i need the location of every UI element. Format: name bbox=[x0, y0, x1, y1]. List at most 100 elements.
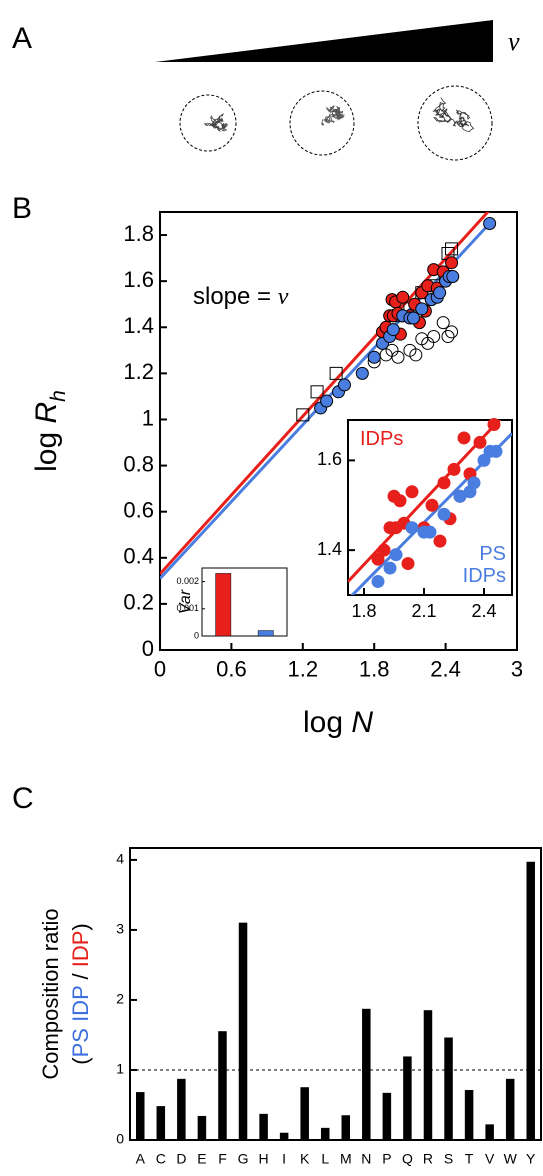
x-axis-label: log N bbox=[303, 706, 373, 739]
x-tick-label: 0 bbox=[154, 657, 166, 682]
y-tick-label: 2 bbox=[116, 991, 124, 1007]
x-tick-label: G bbox=[238, 1151, 249, 1167]
point bbox=[483, 217, 497, 231]
x-tick-label: M bbox=[340, 1151, 352, 1167]
bar bbox=[215, 573, 232, 637]
point bbox=[377, 543, 391, 557]
x-tick-label: E bbox=[197, 1151, 206, 1167]
bar bbox=[259, 1113, 268, 1141]
label-part: R bbox=[30, 402, 63, 424]
point bbox=[477, 453, 491, 467]
point bbox=[389, 548, 403, 562]
bar bbox=[156, 1106, 166, 1141]
y-tick-label: 0 bbox=[116, 1131, 124, 1147]
nu-label: ν bbox=[508, 27, 520, 56]
y-tick-label: 0.2 bbox=[123, 590, 154, 615]
bar bbox=[444, 1037, 453, 1141]
point bbox=[487, 417, 501, 431]
point bbox=[427, 329, 441, 343]
point bbox=[386, 323, 400, 337]
point bbox=[329, 366, 343, 380]
bar bbox=[464, 1090, 474, 1141]
bar bbox=[320, 1127, 330, 1141]
y-tick-label: 1.4 bbox=[123, 313, 154, 338]
bar bbox=[403, 1056, 412, 1141]
point bbox=[467, 476, 481, 490]
annotation: slope = ν bbox=[193, 283, 289, 310]
bar bbox=[362, 1008, 371, 1141]
point bbox=[371, 552, 385, 566]
point bbox=[445, 325, 459, 339]
x-tick-label: 1.8 bbox=[351, 601, 376, 621]
x-tick-label: Y bbox=[526, 1151, 536, 1167]
point bbox=[405, 521, 419, 535]
label-part: ν bbox=[278, 284, 289, 310]
x-tick-label: S bbox=[444, 1151, 453, 1167]
bar bbox=[279, 1132, 289, 1141]
y-tick-label: 4 bbox=[116, 851, 124, 867]
x-tick-label: F bbox=[218, 1151, 227, 1167]
x-tick-label: C bbox=[156, 1151, 166, 1167]
x-tick-label: 2.1 bbox=[411, 601, 436, 621]
y-tick-label: 3 bbox=[116, 921, 124, 937]
panel-label: B bbox=[12, 192, 32, 225]
y-tick-label: 1.8 bbox=[123, 221, 154, 246]
point bbox=[401, 557, 415, 571]
point bbox=[337, 378, 351, 392]
bar bbox=[341, 1115, 351, 1141]
bar bbox=[136, 1092, 145, 1141]
point bbox=[433, 534, 447, 548]
point bbox=[425, 498, 439, 512]
point bbox=[415, 302, 429, 316]
point bbox=[457, 431, 471, 445]
bar bbox=[300, 1087, 309, 1141]
point bbox=[383, 561, 397, 575]
chain bbox=[432, 97, 475, 133]
chain-circle bbox=[179, 94, 237, 152]
x-tick-label: 0.6 bbox=[216, 657, 247, 682]
point bbox=[436, 316, 450, 330]
y-tick-label: 0.6 bbox=[123, 497, 154, 522]
x-tick-label: D bbox=[176, 1151, 186, 1167]
point bbox=[371, 575, 385, 589]
point bbox=[433, 286, 447, 300]
y-tick-label: 0 bbox=[142, 636, 154, 661]
point bbox=[423, 525, 437, 539]
point bbox=[446, 270, 460, 284]
point bbox=[406, 311, 420, 325]
point bbox=[393, 494, 407, 508]
x-tick-label: A bbox=[136, 1151, 146, 1167]
point bbox=[447, 462, 461, 476]
label-part: h bbox=[47, 390, 70, 402]
label-part: / bbox=[68, 967, 93, 985]
point bbox=[396, 290, 410, 304]
legend-label: IDPs bbox=[360, 428, 404, 450]
x-tick-label: 1.2 bbox=[288, 657, 319, 682]
y-tick-label: 0.002 bbox=[176, 576, 199, 586]
plot-frame bbox=[129, 847, 542, 1141]
x-tick-label: W bbox=[504, 1151, 518, 1167]
point bbox=[489, 444, 503, 458]
point bbox=[473, 435, 487, 449]
point bbox=[320, 394, 334, 408]
y-tick-label: 1 bbox=[116, 1061, 124, 1077]
chain bbox=[204, 112, 229, 132]
point bbox=[409, 348, 423, 362]
point bbox=[437, 476, 451, 490]
x-tick-label: 3 bbox=[511, 657, 523, 682]
chain-circle bbox=[289, 90, 355, 156]
y-tick-label: 0.001 bbox=[176, 603, 199, 613]
x-tick-label: Q bbox=[402, 1151, 413, 1167]
y-axis-label: Composition ratio bbox=[38, 908, 63, 1079]
panel-label: C bbox=[12, 782, 34, 815]
x-tick-label: T bbox=[465, 1151, 474, 1167]
x-tick-label: I bbox=[282, 1151, 286, 1167]
point bbox=[310, 385, 324, 399]
chain-circle bbox=[417, 85, 493, 161]
x-tick-label: K bbox=[300, 1151, 310, 1167]
bar bbox=[423, 1010, 433, 1141]
y-tick-label: 1.4 bbox=[317, 539, 342, 559]
y-tick-label: 0 bbox=[194, 630, 199, 640]
y-axis-label: log Rh bbox=[30, 390, 70, 472]
